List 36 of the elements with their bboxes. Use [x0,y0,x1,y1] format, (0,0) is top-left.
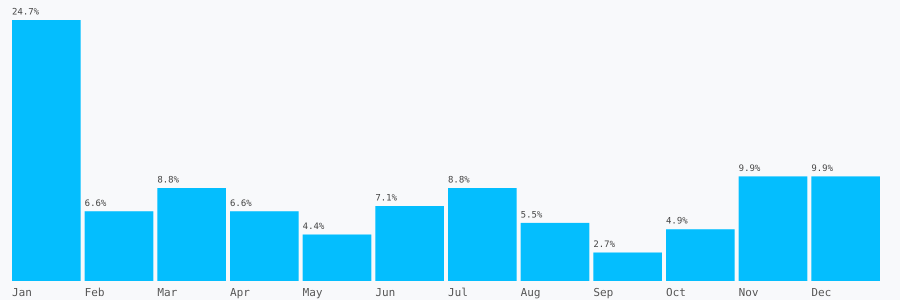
x-tick-label: Apr [230,286,250,299]
x-tick-label: Nov [738,286,759,299]
data-label: 6.6% [230,198,252,209]
bar [84,211,154,281]
data-label: 8.8% [157,176,180,186]
data-label: 4.9% [666,216,688,227]
x-tick-label: May [302,286,323,299]
bar [230,211,299,281]
x-tick-label: Feb [84,286,105,299]
x-tick-label: Aug [520,286,541,299]
x-tick-label: Jun [375,286,396,299]
data-label: 7.1% [375,193,398,204]
data-label: 5.5% [520,210,543,220]
bar [302,234,372,281]
bar [811,176,880,281]
bar [738,176,808,281]
bar [12,20,81,281]
bar [593,252,662,281]
bar [520,222,590,281]
data-label: 4.4% [302,222,325,232]
data-label: 24.7% [12,8,40,18]
bar [666,229,735,281]
x-tick-label: Jul [448,286,468,299]
data-label: 9.9% [738,164,761,174]
data-label: 8.8% [448,176,470,186]
x-tick-label: Sep [593,286,614,299]
x-tick-label: Oct [666,286,686,299]
x-tick-label: Jan [12,286,32,299]
bar [448,188,517,281]
data-label: 6.6% [84,198,107,209]
x-tick-label: Mar [157,286,178,299]
bar [375,206,444,281]
bar [157,188,226,281]
data-label: 9.9% [811,164,834,174]
x-tick-label: Dec [811,286,832,299]
data-label: 2.7% [593,240,616,250]
